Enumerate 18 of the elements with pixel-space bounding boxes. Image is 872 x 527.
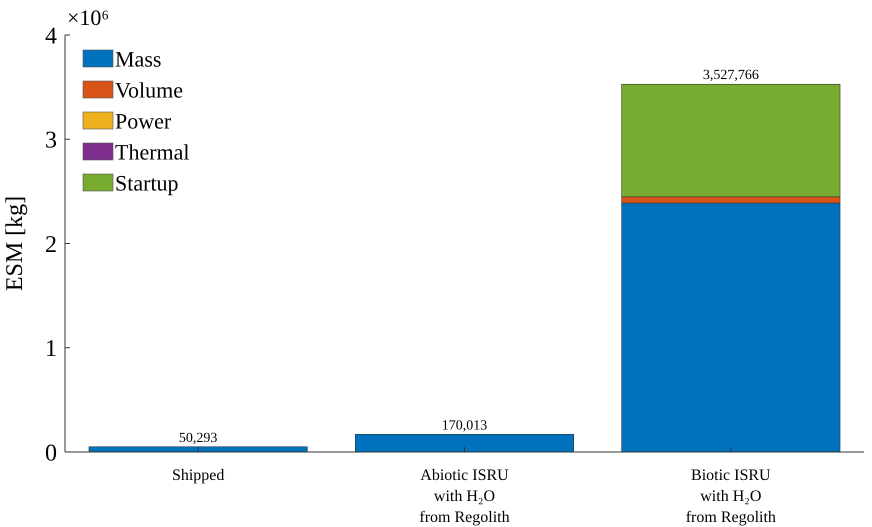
x-tick-label: Shipped (172, 467, 224, 484)
y-tick-label: 4 (45, 23, 57, 50)
text: ×10⁶ (67, 5, 110, 30)
legend-label: Volume (115, 78, 184, 103)
legend-label: Thermal (115, 140, 190, 165)
y-tick-label: 3 (45, 128, 57, 154)
total-label: 3,527,766 (702, 68, 759, 84)
y-axis-title: ESM [kg] (2, 196, 28, 292)
y-tick-label: 0 (45, 440, 57, 466)
legend-label: Mass (115, 46, 162, 72)
y-tick-label: 1 (45, 336, 57, 362)
y-tick-label: 2 (45, 232, 57, 258)
total-label: 50,293 (178, 430, 218, 446)
total-label: 170,013 (442, 418, 488, 434)
legend-label: Startup (115, 170, 179, 196)
x-tick-label: Abiotic ISRU with H₂O from Regolith (419, 467, 510, 526)
x-tick-label: Biotic ISRU with H₂O from Regolith (686, 467, 776, 526)
legend-label: Power (115, 108, 172, 134)
